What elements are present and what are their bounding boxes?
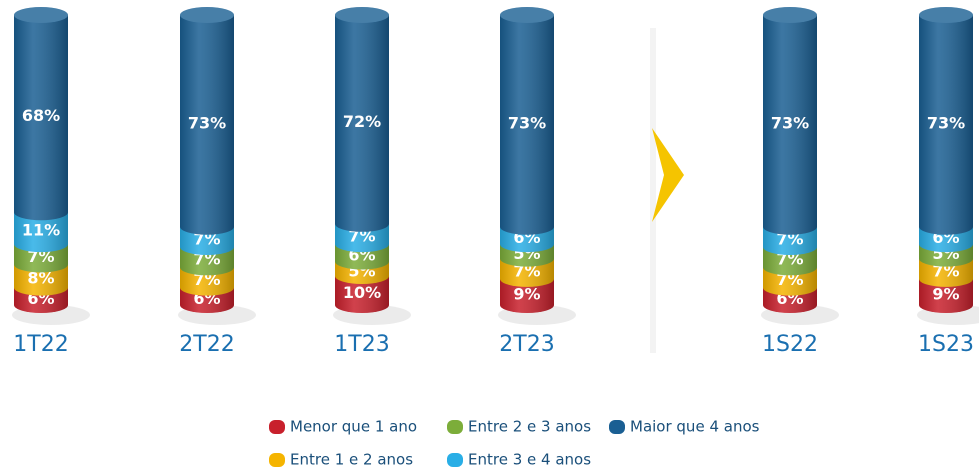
x-tick-label: 1T23 [334, 332, 389, 357]
segment-shade [919, 15, 973, 235]
segment-shade [335, 223, 389, 253]
bar-cap-light [14, 7, 68, 23]
value-label: 9% [932, 284, 959, 303]
value-label: 8% [27, 269, 54, 288]
bar-cap-light [500, 7, 554, 23]
legend-swatch [609, 420, 625, 434]
segment-shade [763, 247, 817, 276]
bar-cap-light [763, 7, 817, 23]
bar-cap [335, 7, 389, 23]
value-label: 72% [343, 112, 381, 131]
segment-shade [180, 267, 234, 296]
value-label: 9% [513, 284, 540, 303]
value-label: 10% [343, 283, 381, 302]
segment-shade [14, 244, 68, 273]
value-label: 73% [927, 113, 965, 132]
segment-shade [500, 278, 554, 313]
bar-cap [500, 7, 554, 23]
segment-shade [919, 258, 973, 287]
segment-shade [180, 247, 234, 276]
segment-shade [180, 15, 234, 235]
segment-shade [500, 258, 554, 287]
segment-shade [14, 212, 68, 253]
x-tick-label: 2T22 [179, 332, 234, 357]
segment-shade [335, 276, 389, 313]
segment-shade [763, 267, 817, 296]
bar-cap-light [919, 7, 973, 23]
x-tick-label: 1S23 [918, 332, 974, 357]
segment-shade [500, 15, 554, 235]
segment-shade [763, 226, 817, 255]
legend-label: Entre 2 e 3 anos [468, 418, 591, 436]
divider [650, 28, 656, 353]
segment-shade [14, 264, 68, 296]
segment-shade [919, 278, 973, 313]
value-label: 73% [508, 113, 546, 132]
value-label: 68% [22, 106, 60, 125]
divider-arrow [652, 128, 684, 222]
value-label: 11% [22, 221, 60, 240]
bar-cap [763, 7, 817, 23]
legend-label: Entre 1 e 2 anos [290, 451, 413, 467]
legend-label: Entre 3 e 4 anos [468, 451, 591, 467]
x-tick-label: 1T22 [13, 332, 68, 357]
bar-cap-light [180, 7, 234, 23]
x-tick-label: 1S22 [762, 332, 818, 357]
x-tick-label: 2T23 [499, 332, 554, 357]
segment-shade [763, 15, 817, 235]
legend-label: Maior que 4 anos [630, 418, 760, 436]
value-label: 73% [771, 113, 809, 132]
segment-shade [14, 15, 68, 221]
legend-label: Menor que 1 ano [290, 418, 417, 436]
bar-cap-light [335, 7, 389, 23]
legend-swatch [269, 420, 285, 434]
bar-cap [180, 7, 234, 23]
value-label: 73% [188, 113, 226, 132]
bar-cap [919, 7, 973, 23]
bar-cap [14, 7, 68, 23]
legend-swatch [447, 420, 463, 434]
legend-swatch [447, 453, 463, 467]
segment-shade [335, 15, 389, 232]
segment-shade [180, 226, 234, 255]
legend-swatch [269, 453, 285, 467]
